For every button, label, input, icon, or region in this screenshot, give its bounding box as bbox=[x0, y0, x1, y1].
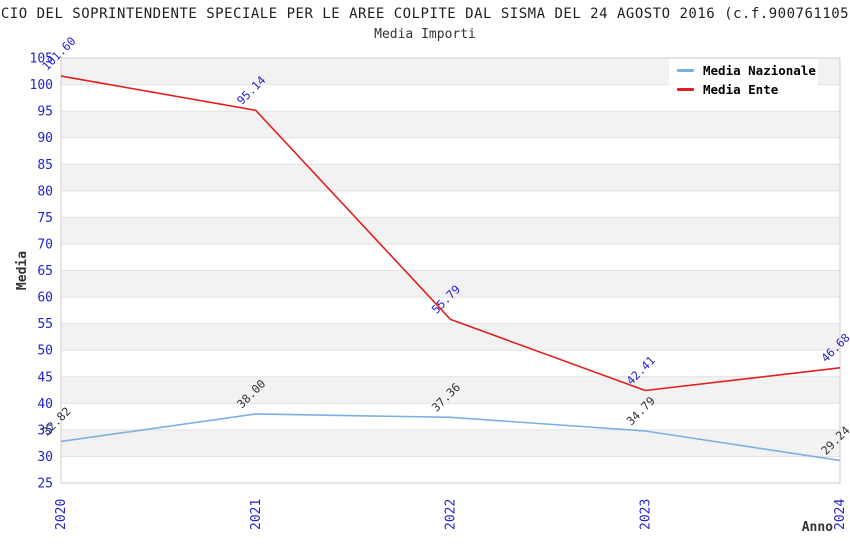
grid-band bbox=[61, 376, 840, 404]
grid-band bbox=[61, 137, 840, 165]
y-tick-label: 65 bbox=[37, 264, 53, 279]
series-line-media-nazionale bbox=[60, 413, 841, 462]
x-tick-label: 2022 bbox=[444, 499, 459, 530]
grid-band bbox=[61, 350, 840, 377]
y-tick-label: 85 bbox=[37, 158, 53, 173]
x-tick-label: 2023 bbox=[638, 499, 653, 530]
y-tick-label: 105 bbox=[30, 52, 53, 67]
y-tick-label: 50 bbox=[37, 344, 53, 359]
y-tick-label: 90 bbox=[37, 131, 53, 146]
y-tick-label: 95 bbox=[37, 105, 53, 120]
grid-band bbox=[61, 111, 840, 138]
legend-line-swatch-icon bbox=[677, 69, 694, 72]
grid-band bbox=[61, 429, 840, 457]
legend-line-swatch-icon bbox=[677, 88, 694, 91]
grid-band bbox=[61, 190, 840, 218]
x-tick-label: 2024 bbox=[833, 499, 848, 530]
x-axis-title: Anno bbox=[802, 520, 833, 535]
y-axis-title: Media bbox=[15, 251, 30, 290]
y-tick-label: 25 bbox=[37, 477, 53, 492]
y-tick-label: 30 bbox=[37, 450, 53, 465]
y-tick-label: 40 bbox=[37, 397, 53, 412]
y-tick-label: 80 bbox=[37, 184, 53, 199]
plot-frame bbox=[60, 57, 841, 484]
y-tick-label: 60 bbox=[37, 291, 53, 306]
legend-item-media-nazionale: Media Nazionale bbox=[669, 61, 818, 80]
y-tick-label: 75 bbox=[37, 211, 53, 226]
y-tick-label: 55 bbox=[37, 317, 53, 332]
x-tick-label: 2020 bbox=[54, 499, 69, 530]
grid-band bbox=[61, 217, 840, 244]
legend-label: Media Nazionale bbox=[703, 63, 816, 78]
chart-legend: Media Nazionale Media Ente bbox=[669, 59, 818, 101]
y-tick-label: 100 bbox=[30, 78, 53, 93]
grid-band bbox=[61, 243, 840, 271]
y-tick-label: 35 bbox=[37, 423, 53, 438]
y-tick-label: 45 bbox=[37, 370, 53, 385]
chart-subtitle: Media Importi bbox=[374, 27, 476, 42]
grid-band bbox=[61, 323, 840, 351]
y-tick-label: 70 bbox=[37, 237, 53, 252]
legend-item-media-ente: Media Ente bbox=[669, 80, 818, 99]
grid-band bbox=[61, 164, 840, 191]
x-tick-label: 2021 bbox=[249, 499, 264, 530]
grid-band bbox=[61, 270, 840, 298]
legend-label: Media Ente bbox=[703, 82, 779, 97]
grid-band bbox=[61, 456, 840, 483]
chart-title: CIO DEL SOPRINTENDENTE SPECIALE PER LE A… bbox=[0, 6, 850, 22]
series-line-media-ente bbox=[60, 75, 841, 392]
